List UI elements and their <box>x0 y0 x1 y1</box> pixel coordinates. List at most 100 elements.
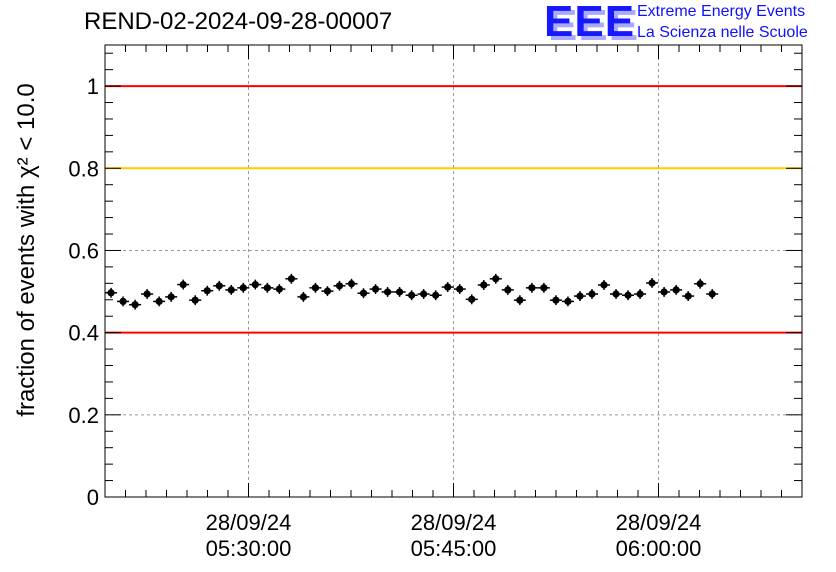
marker <box>203 287 211 295</box>
y-axis-label: fraction of events with χ² < 10.0 <box>13 83 40 416</box>
marker <box>624 291 632 299</box>
data-point <box>513 295 526 306</box>
data-point <box>333 280 346 291</box>
data-point <box>297 291 310 302</box>
data-point <box>477 280 490 290</box>
marker <box>444 283 452 291</box>
data-point <box>225 284 238 295</box>
marker <box>564 297 572 306</box>
marker <box>287 275 295 283</box>
marker <box>540 284 548 292</box>
marker <box>684 292 692 300</box>
marker <box>239 284 247 292</box>
data-point <box>465 294 478 305</box>
data-point <box>537 282 550 293</box>
data-point <box>646 277 659 288</box>
y-tick-label: 1 <box>87 74 99 99</box>
marker <box>347 280 356 288</box>
data-point <box>117 296 130 307</box>
x-tick-date: 28/09/24 <box>206 510 292 535</box>
data-point <box>658 287 671 297</box>
marker <box>275 285 283 293</box>
marker <box>131 301 139 309</box>
y-tick-label: 0.2 <box>68 403 99 428</box>
marker <box>215 282 223 290</box>
marker <box>588 290 596 298</box>
data-point <box>345 278 358 289</box>
marker <box>107 289 115 297</box>
marker <box>552 296 560 304</box>
marker <box>299 293 308 301</box>
y-tick-label: 0.4 <box>68 321 99 346</box>
marker <box>191 296 199 304</box>
marker <box>263 284 271 292</box>
marker <box>636 290 644 298</box>
data-point <box>129 299 142 310</box>
data-point <box>237 282 250 293</box>
marker <box>708 290 716 298</box>
reference-lines <box>105 85 802 334</box>
data-point <box>561 296 574 307</box>
marker <box>371 285 380 293</box>
x-tick-date: 28/09/24 <box>616 510 702 535</box>
marker <box>311 284 320 292</box>
y-tick-label: 0 <box>87 485 99 510</box>
data-point <box>357 288 370 299</box>
marker <box>696 280 704 288</box>
plot-background <box>105 45 802 497</box>
y-tick-label: 0.8 <box>68 156 99 181</box>
data-point <box>165 291 178 302</box>
marker <box>143 290 151 298</box>
data-point <box>634 289 647 299</box>
data-point <box>706 289 719 299</box>
marker <box>576 292 584 300</box>
data-point <box>573 291 586 301</box>
marker <box>432 291 440 299</box>
marker <box>648 279 656 287</box>
data-point <box>501 284 514 295</box>
x-tick-time: 05:30:00 <box>206 536 292 561</box>
data-point <box>105 287 118 298</box>
x-axis: 28/09/2405:30:0028/09/2405:45:0028/09/24… <box>104 45 803 561</box>
data-point <box>189 295 202 306</box>
marker <box>600 281 608 289</box>
marker <box>408 291 416 299</box>
data-point <box>597 280 611 290</box>
data-points <box>105 273 719 310</box>
eee-logo-shadow: EEE <box>548 1 640 50</box>
logo-line-1: Extreme Energy Events <box>637 3 806 20</box>
data-point <box>321 286 334 297</box>
marker <box>660 288 668 296</box>
data-point <box>201 285 214 296</box>
data-point <box>393 287 406 297</box>
x-tick-time: 06:00:00 <box>616 536 702 561</box>
marker <box>504 286 512 294</box>
marker <box>167 293 175 301</box>
data-point <box>429 290 442 301</box>
data-point <box>549 295 562 306</box>
data-point <box>585 289 598 299</box>
data-point <box>381 287 394 297</box>
run-title: REND-02-2024-09-28-00007 <box>84 8 393 35</box>
marker <box>516 296 524 304</box>
marker <box>456 285 464 293</box>
marker <box>468 295 476 303</box>
marker <box>119 297 127 306</box>
eee-logo: EEE <box>544 0 636 46</box>
marker <box>528 284 536 292</box>
x-tick-time: 05:45:00 <box>411 536 497 561</box>
data-point <box>441 282 454 292</box>
data-point <box>285 273 298 284</box>
data-point <box>249 279 262 290</box>
data-point <box>177 279 190 290</box>
data-point <box>309 282 322 293</box>
x-tick-date: 28/09/24 <box>411 510 497 535</box>
marker <box>251 280 259 289</box>
y-axis: 0 0.2 0.4 0.6 0.8 1 <box>68 52 802 510</box>
marker <box>492 275 500 283</box>
data-point <box>369 284 382 295</box>
marker <box>396 288 404 296</box>
marker <box>672 286 680 294</box>
marker <box>480 281 488 289</box>
